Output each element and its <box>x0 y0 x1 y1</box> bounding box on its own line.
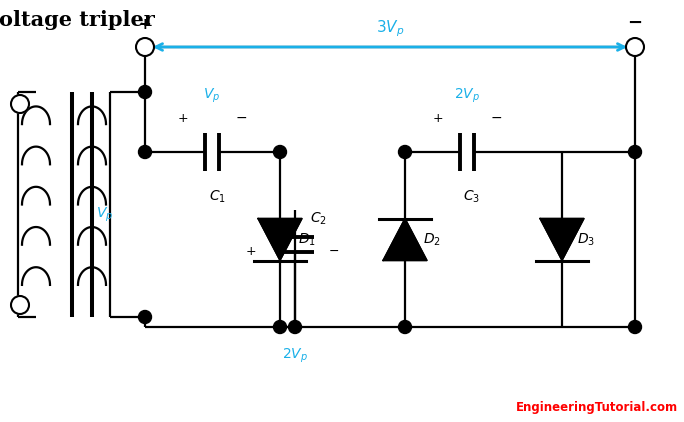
Text: $V_p$: $V_p$ <box>203 87 221 105</box>
Text: $C_3$: $C_3$ <box>464 189 481 206</box>
Circle shape <box>274 320 287 333</box>
Text: +: + <box>139 17 151 32</box>
Polygon shape <box>383 219 427 260</box>
Text: −: − <box>627 14 642 32</box>
Text: $D_3$: $D_3$ <box>577 231 595 248</box>
Text: −: − <box>329 245 339 258</box>
Polygon shape <box>258 219 302 260</box>
Circle shape <box>626 38 644 56</box>
Text: +: + <box>433 112 443 125</box>
Circle shape <box>138 146 151 159</box>
Circle shape <box>629 146 642 159</box>
Circle shape <box>399 146 412 159</box>
Text: $D_1$: $D_1$ <box>298 231 316 248</box>
Text: $D_2$: $D_2$ <box>423 231 441 248</box>
Text: oltage tripler: oltage tripler <box>0 10 155 30</box>
Text: $3V_p$: $3V_p$ <box>376 19 404 39</box>
Circle shape <box>289 320 302 333</box>
Text: −: − <box>235 111 247 125</box>
Circle shape <box>138 311 151 324</box>
Circle shape <box>11 296 29 314</box>
Circle shape <box>136 38 154 56</box>
Text: $V_p$: $V_p$ <box>96 206 114 224</box>
Circle shape <box>629 320 642 333</box>
Circle shape <box>11 95 29 113</box>
Text: $C_2$: $C_2$ <box>310 211 327 227</box>
Text: $2V_p$: $2V_p$ <box>454 87 480 105</box>
Circle shape <box>274 146 287 159</box>
Text: EngineeringTutorial.com: EngineeringTutorial.com <box>516 401 678 414</box>
Polygon shape <box>540 219 584 260</box>
Text: $2V_p$: $2V_p$ <box>282 347 308 365</box>
Text: $C_1$: $C_1$ <box>209 189 226 206</box>
Circle shape <box>399 320 412 333</box>
Circle shape <box>138 86 151 98</box>
Text: +: + <box>246 245 256 258</box>
Text: −: − <box>490 111 502 125</box>
Text: +: + <box>178 112 188 125</box>
